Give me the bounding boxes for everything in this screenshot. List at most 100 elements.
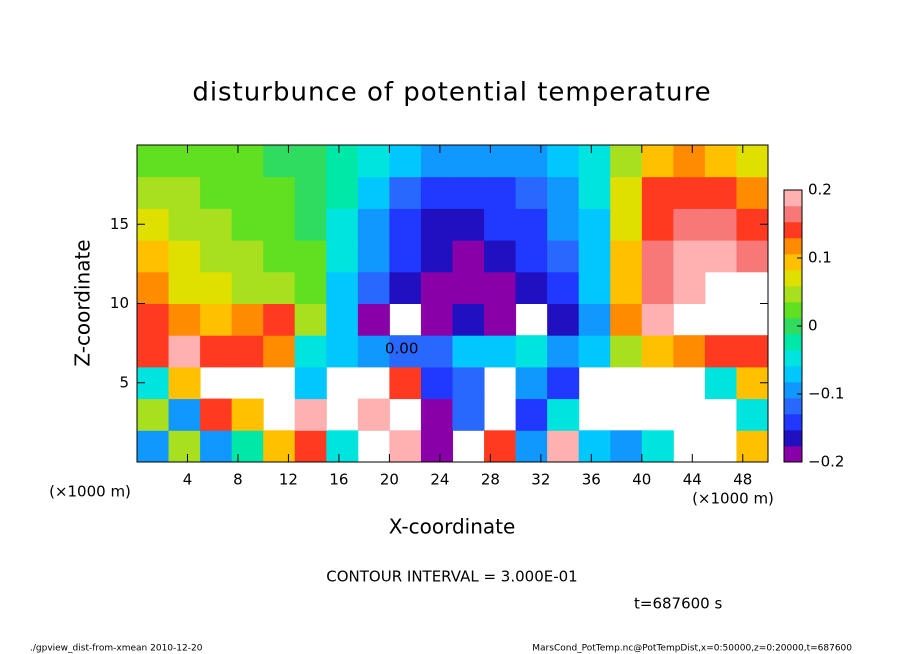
- cell: [420, 335, 453, 368]
- cell: [641, 430, 674, 463]
- cell: [389, 176, 422, 209]
- x-tick-label: 44: [683, 471, 702, 489]
- cell: [389, 240, 422, 273]
- cell: [547, 430, 580, 463]
- cell: [294, 398, 327, 431]
- cell: [547, 271, 580, 304]
- cell: [168, 303, 201, 336]
- cell: [357, 208, 390, 241]
- cell: [484, 430, 517, 463]
- cell: [484, 271, 517, 304]
- cell: [610, 145, 643, 178]
- cell: [420, 303, 453, 336]
- cell: [294, 335, 327, 368]
- cell: [610, 430, 643, 463]
- cell: [420, 240, 453, 273]
- cell: [515, 240, 548, 273]
- cell: [673, 240, 706, 273]
- cell: [547, 176, 580, 209]
- cell: [578, 303, 611, 336]
- cell: [168, 271, 201, 304]
- colorbar-swatch: [784, 334, 802, 351]
- cell: [547, 240, 580, 273]
- cell: [200, 303, 233, 336]
- cell: [452, 145, 485, 178]
- cell: [263, 176, 296, 209]
- cell: [547, 398, 580, 431]
- cell: [137, 240, 170, 273]
- cell: [420, 366, 453, 400]
- cell: [294, 303, 327, 336]
- cell: [578, 335, 611, 368]
- cell: [231, 271, 264, 304]
- cell: [610, 335, 643, 368]
- colorbar-swatch: [784, 190, 802, 207]
- x-tick-label: 12: [279, 471, 298, 489]
- colorbar-swatch: [784, 414, 802, 431]
- cell: [515, 366, 548, 400]
- cell: [547, 303, 580, 336]
- cell: [231, 208, 264, 241]
- colorbar-swatch: [784, 302, 802, 319]
- cell: [137, 271, 170, 304]
- cell: [326, 176, 359, 209]
- cell: [168, 335, 201, 368]
- cell: [484, 303, 517, 336]
- cell: [200, 430, 233, 463]
- cell: [736, 176, 769, 209]
- colorbar-swatch: [784, 222, 802, 239]
- cell: [515, 335, 548, 368]
- colorbar-swatch: [784, 366, 802, 383]
- cell: [673, 271, 706, 304]
- footer-right: MarsCond_PotTemp.nc@PotTempDist,x=0:5000…: [532, 644, 852, 654]
- cell: [263, 335, 296, 368]
- x-unit: (×1000 m): [692, 490, 774, 508]
- x-tick-label: 4: [183, 471, 193, 489]
- cell: [641, 335, 674, 368]
- cell: [420, 208, 453, 241]
- cell: [610, 240, 643, 273]
- cell: [200, 176, 233, 209]
- colorbar-swatch: [784, 286, 802, 303]
- cell: [515, 398, 548, 431]
- cell: [294, 240, 327, 273]
- cell: [294, 208, 327, 241]
- cell: [736, 335, 769, 368]
- cell: [484, 145, 517, 178]
- cell: [357, 240, 390, 273]
- cell: [704, 176, 737, 209]
- cell: [231, 430, 264, 463]
- cell: [200, 208, 233, 241]
- cell: [357, 271, 390, 304]
- cell: [168, 240, 201, 273]
- cell: [263, 271, 296, 304]
- cell: [168, 176, 201, 209]
- x-tick-label: 20: [380, 471, 399, 489]
- colorbar-tick-label: −0.1: [808, 385, 844, 403]
- y-unit: (×1000 m): [49, 483, 131, 501]
- cell: [704, 366, 737, 400]
- x-tick-label: 36: [582, 471, 601, 489]
- cell: [610, 176, 643, 209]
- cell: [168, 398, 201, 431]
- time-label: t=687600 s: [634, 595, 722, 613]
- cell: [578, 176, 611, 209]
- x-tick-label: 24: [430, 471, 449, 489]
- cell: [357, 398, 390, 431]
- colorbar-swatch: [784, 446, 802, 463]
- x-tick-label: 32: [531, 471, 550, 489]
- cell: [610, 208, 643, 241]
- cell: [452, 208, 485, 241]
- cell: [137, 145, 170, 178]
- x-axis-label: X-coordinate: [389, 515, 516, 539]
- cell: [294, 271, 327, 304]
- x-tick-label: 28: [481, 471, 500, 489]
- cell: [357, 303, 390, 336]
- cell: [420, 430, 453, 463]
- cell: [736, 398, 769, 431]
- contour-interval: CONTOUR INTERVAL = 3.000E-01: [326, 568, 577, 586]
- cell: [736, 145, 769, 178]
- cell: [263, 145, 296, 178]
- cell: [389, 271, 422, 304]
- cell: [326, 271, 359, 304]
